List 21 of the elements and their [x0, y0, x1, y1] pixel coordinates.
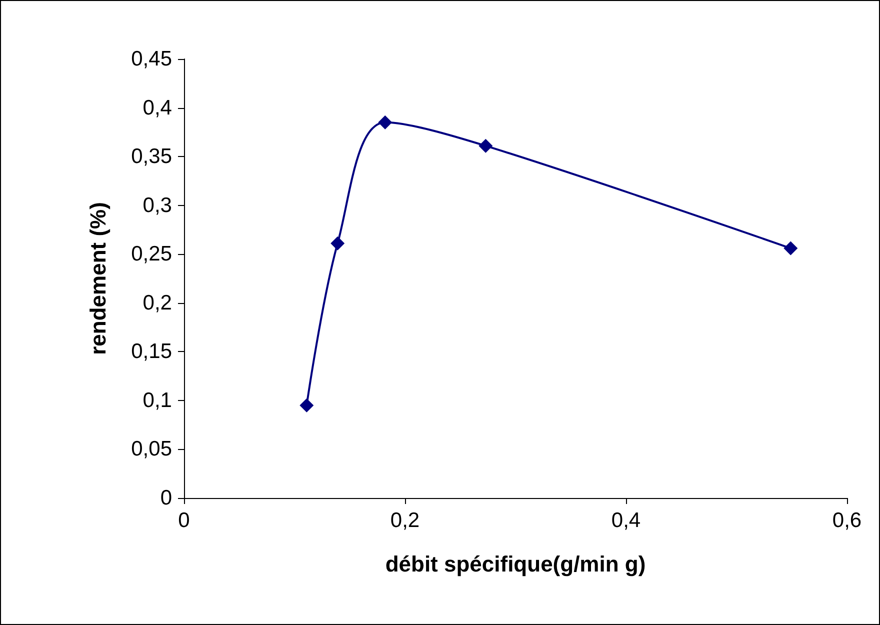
y-axis-title: rendement (%) [86, 202, 110, 355]
point [300, 398, 314, 412]
point [330, 236, 345, 250]
y-tick-label: 0,25 [131, 242, 172, 266]
x-tick-label: 0,4 [611, 509, 641, 532]
y-tick-label: 0,1 [142, 388, 172, 412]
point [784, 241, 798, 256]
y-tick-label: 0,2 [142, 291, 172, 314]
point [478, 138, 493, 153]
y-tick-label: 0,05 [131, 438, 172, 461]
x-tick-label: 0 [178, 509, 190, 532]
y-tick-label: 0,3 [142, 194, 172, 217]
y-tick-label: 0,35 [131, 145, 172, 168]
x-tick-label: 0,2 [390, 509, 420, 532]
y-tick-label: 0 [160, 486, 172, 510]
y-tick-label: 0,15 [131, 340, 172, 364]
x-tick-label: 0,6 [832, 509, 862, 532]
point [378, 115, 392, 130]
x-axis-title: débit spécifique(g/min g) [385, 552, 646, 576]
y-tick-label: 0,45 [131, 48, 172, 70]
y-tick-label: 0,4 [142, 96, 172, 120]
